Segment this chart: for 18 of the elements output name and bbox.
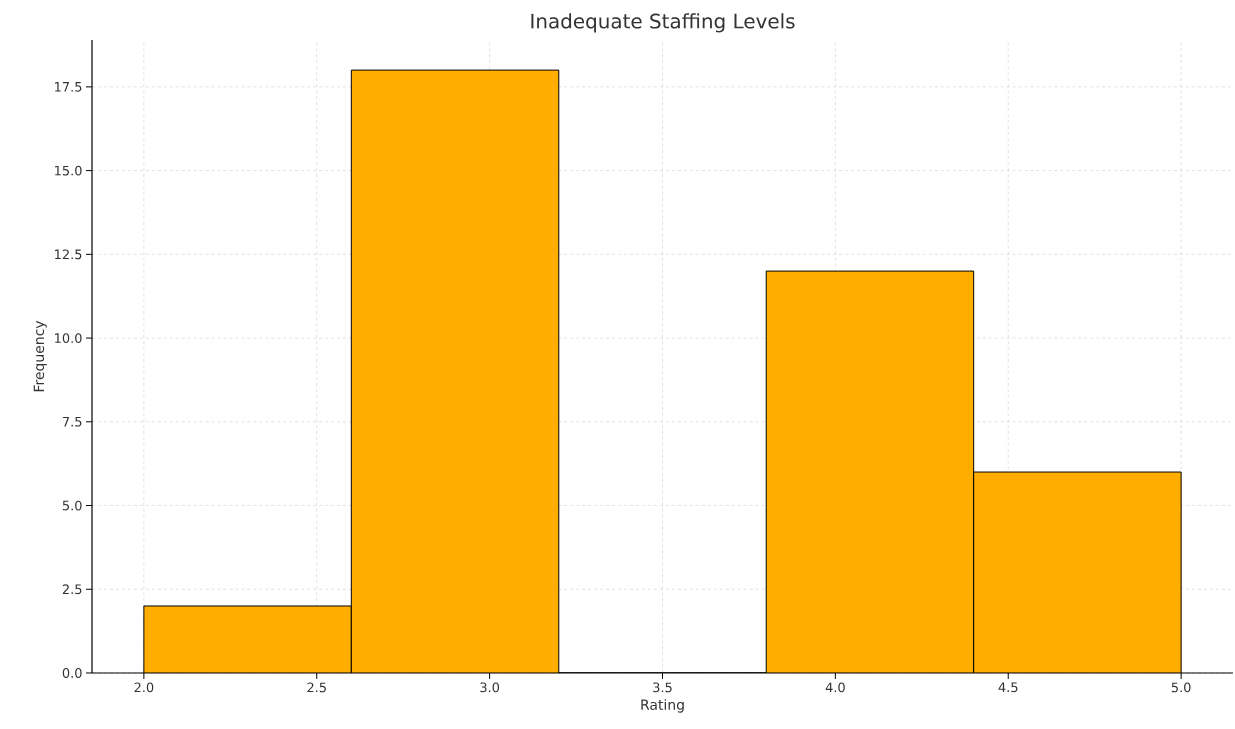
x-tick-label: 4.0 xyxy=(825,682,845,693)
y-tick-label: 10.0 xyxy=(55,333,82,343)
y-tick-label: 12.5 xyxy=(55,249,82,260)
y-tick-label: 2.5 xyxy=(62,584,82,595)
x-tick-label: 3.0 xyxy=(480,682,500,693)
y-tick-label: 0.0 xyxy=(62,668,82,678)
x-axis-title: Rating xyxy=(641,699,684,713)
x-tick-label: 4.5 xyxy=(998,682,1018,693)
chart-title: Inadequate Staffing Levels xyxy=(531,13,795,33)
x-tick-label: 2.5 xyxy=(307,682,326,693)
y-tick-label: 7.5 xyxy=(62,416,82,427)
x-tick-label: 5.0 xyxy=(1171,682,1191,693)
y-tick-label: 15.0 xyxy=(55,165,82,176)
x-tick-label: 3.5 xyxy=(653,682,672,693)
y-tick-label: 5.0 xyxy=(62,500,82,511)
y-tick-label: 17.5 xyxy=(55,82,82,92)
y-axis-title: Frequency xyxy=(33,320,47,392)
x-tick-label: 2.0 xyxy=(134,682,154,693)
